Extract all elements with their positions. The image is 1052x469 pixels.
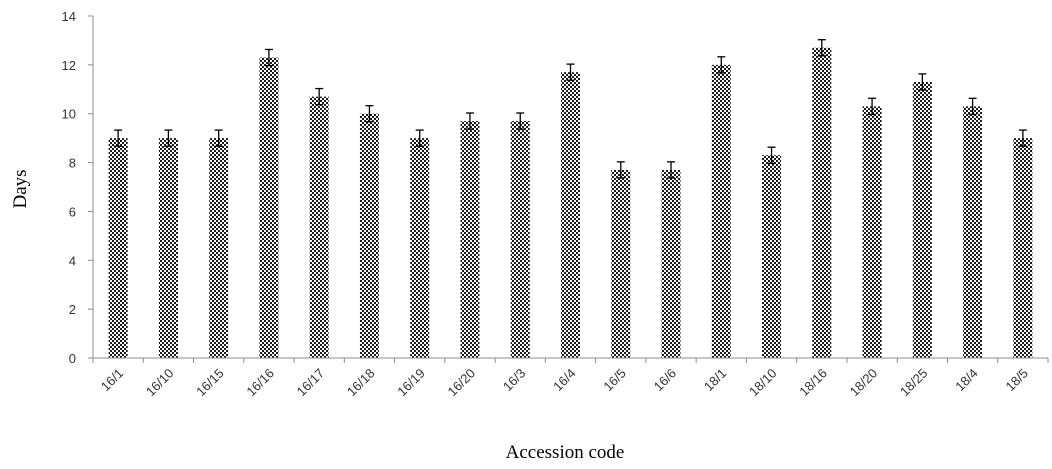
bar [762, 155, 782, 358]
x-tick-label: 18/20 [847, 366, 881, 400]
bar [912, 81, 932, 358]
bar [209, 138, 229, 358]
y-axis-title: Days [10, 169, 31, 208]
error-bar [214, 129, 223, 147]
error-bar [616, 161, 625, 179]
x-tick-label: 16/15 [193, 366, 227, 400]
y-tick-label: 14 [62, 9, 76, 24]
bar [661, 169, 681, 358]
bar [359, 113, 379, 358]
x-tick-label: 18/5 [1002, 366, 1031, 395]
x-tick-label: 16/1 [98, 366, 127, 395]
error-bar [918, 73, 927, 91]
error-bar [968, 97, 977, 116]
x-tick-label: 16/5 [600, 366, 629, 395]
bar [561, 72, 580, 358]
x-tick-label: 16/6 [651, 366, 680, 395]
y-tick-label: 2 [69, 302, 76, 317]
x-tick-label: 18/16 [796, 366, 830, 400]
x-axis: 16/1 16/10 16/15 16/16 16/17 16/18 16/19 16/20 1… [92, 357, 1049, 400]
x-axis-title: Accession code [506, 442, 625, 463]
error-bar [1018, 129, 1027, 147]
x-tick-label: 18/1 [701, 366, 730, 395]
y-tick-label: 0 [69, 351, 76, 366]
x-tick-label: 16/16 [243, 366, 277, 400]
x-tick-label: 16/18 [344, 366, 378, 400]
x-tick-label: 18/25 [897, 366, 931, 400]
bar [309, 96, 329, 358]
error-bar [717, 56, 726, 74]
x-tick-label: 16/3 [500, 366, 529, 395]
y-tick-label: 10 [62, 107, 76, 122]
error-bar [264, 48, 273, 67]
x-tick-label: 16/10 [143, 366, 177, 400]
error-bar [365, 105, 374, 123]
error-bar [465, 112, 474, 130]
error-bar [566, 63, 575, 81]
error-bar [868, 97, 877, 116]
x-tick-label: 16/4 [550, 366, 579, 395]
error-bar [516, 112, 525, 130]
bar [1013, 138, 1033, 358]
bar [510, 121, 530, 359]
error-bar [817, 39, 826, 57]
bar [410, 138, 430, 358]
bar [108, 138, 128, 358]
error-bar [415, 129, 424, 147]
y-tick-label: 4 [69, 253, 76, 268]
y-tick-label: 12 [62, 58, 76, 73]
bar [259, 57, 279, 359]
x-tick-label: 18/4 [952, 366, 981, 395]
bars [108, 47, 1033, 359]
bar [611, 169, 631, 358]
error-bar [767, 146, 776, 164]
x-tick-label: 18/10 [746, 366, 780, 400]
x-tick-label: 16/17 [294, 366, 328, 400]
error-bars [114, 39, 1027, 179]
bar [963, 106, 983, 358]
bar [158, 138, 178, 358]
error-bar [667, 161, 676, 179]
bar [812, 47, 832, 358]
x-tick-label: 16/19 [394, 366, 428, 400]
x-tick-label: 16/20 [444, 366, 478, 400]
y-tick-label: 6 [69, 204, 76, 219]
bar [862, 106, 882, 358]
bar [460, 121, 480, 359]
error-bar [315, 87, 324, 106]
error-bar [164, 129, 173, 147]
error-bar [114, 129, 123, 147]
bar [711, 64, 731, 358]
y-axis: 0 2 4 6 8 10 12 14 [62, 9, 94, 366]
y-tick-label: 8 [69, 156, 76, 171]
